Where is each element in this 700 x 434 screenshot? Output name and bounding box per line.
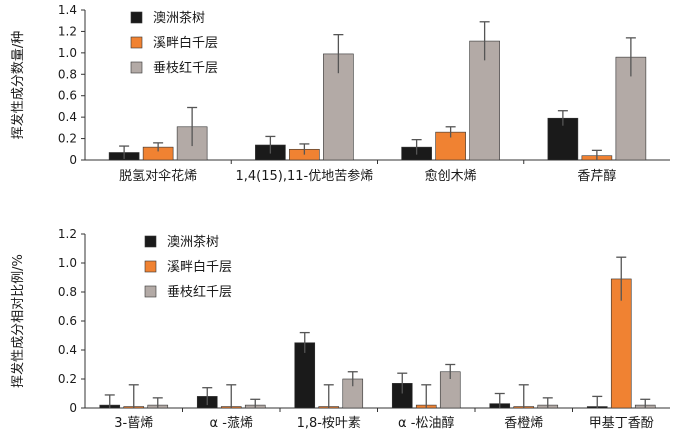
y-tick-label: 0.6 (58, 89, 77, 103)
category-label: 3-蒈烯 (114, 416, 153, 431)
y-axis-label: 挥发性成分数量/种 (10, 31, 26, 139)
legend-swatch (144, 285, 157, 298)
legend-swatch (144, 260, 157, 273)
legend-label: 澳洲茶树 (167, 234, 219, 250)
legend-label: 垂枝红千层 (153, 60, 218, 76)
category-label: 香芹醇 (577, 168, 616, 184)
legend-swatch (130, 11, 143, 24)
y-tick-label: 0.2 (58, 372, 77, 386)
category-label: 1,8-桉叶素 (297, 416, 361, 431)
chart-2: 0 0.2 0.4 0.6 0.8 1.0 1.2 挥发性成分相对比例/% 3-蒈烯 α -蒎烯 1… (10, 227, 670, 431)
legend-label: 垂枝红千层 (167, 284, 232, 300)
y-tick-label: 0 (69, 401, 77, 415)
y-tick-label: 0.8 (58, 67, 77, 81)
y-tick-label: 0.6 (58, 314, 77, 328)
y-tick-label: 0.2 (58, 132, 77, 146)
y-tick-label: 1.4 (58, 3, 77, 17)
y-tick-label: 0.4 (58, 110, 77, 124)
category-label: 脱氢对伞花烯 (119, 168, 197, 184)
legend-swatch (130, 36, 143, 49)
category-label: 香橙烯 (504, 416, 543, 431)
category-label: 甲基丁香酚 (589, 416, 654, 431)
legend-swatch (144, 235, 157, 248)
y-tick-label: 1.0 (58, 256, 77, 270)
category-label: α -蒎烯 (210, 416, 253, 431)
legend-label: 溪畔白千层 (167, 259, 232, 275)
bar (323, 53, 354, 161)
category-label: 愈创木烯 (425, 169, 477, 184)
legend-label: 澳洲茶树 (153, 10, 205, 26)
legend-swatch (130, 61, 143, 74)
y-tick-label: 0 (69, 153, 77, 167)
y-tick-label: 1.0 (58, 46, 77, 60)
y-axis-label: 挥发性成分相对比例/% (10, 254, 26, 388)
category-label: α -松油醇 (398, 415, 454, 431)
category-label: 1,4(15),11-优地苦参烯 (236, 168, 374, 184)
y-tick-label: 1.2 (58, 24, 77, 38)
y-tick-label: 0.4 (58, 343, 77, 357)
y-tick-label: 0.8 (58, 285, 77, 299)
legend-label: 溪畔白千层 (153, 35, 218, 51)
bar (469, 40, 500, 161)
y-tick-label: 1.2 (58, 227, 77, 241)
